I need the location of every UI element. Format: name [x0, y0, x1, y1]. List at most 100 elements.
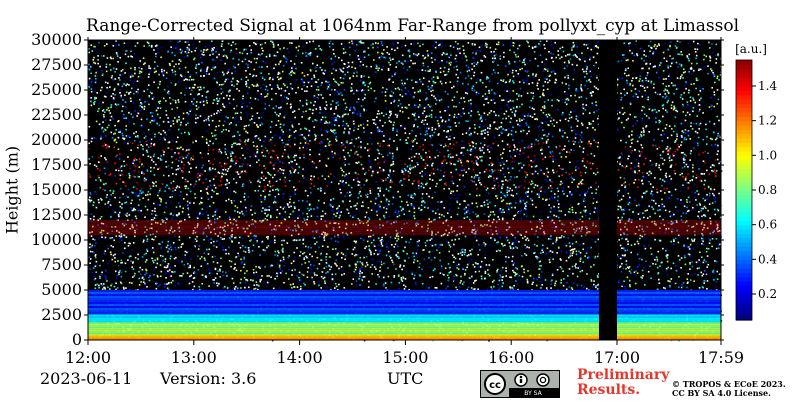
heatmap-noise-cell — [716, 146, 718, 149]
heatmap-noise-cell — [120, 96, 122, 98]
heatmap-noise-cell — [705, 55, 707, 58]
heatmap-noise-cell — [415, 281, 417, 284]
heatmap-noise-cell — [671, 61, 674, 64]
heatmap-noise-cell — [320, 118, 323, 121]
heatmap-noise-cell — [263, 280, 265, 283]
heatmap-noise-cell — [542, 92, 544, 95]
heatmap-noise-cell — [368, 155, 370, 157]
heatmap-noise-cell — [500, 153, 502, 156]
heatmap-noise-cell — [165, 229, 168, 232]
heatmap-noise-cell — [305, 139, 308, 142]
heatmap-noise-cell — [199, 172, 202, 175]
heatmap-noise-cell — [227, 71, 230, 73]
heatmap-noise-cell — [256, 57, 258, 60]
heatmap-noise-cell — [214, 129, 217, 132]
heatmap-noise-cell — [469, 153, 472, 156]
heatmap-noise-cell — [153, 71, 156, 74]
heatmap-noise-cell — [271, 136, 274, 139]
heatmap-noise-cell — [359, 115, 362, 117]
heatmap-noise-cell — [186, 49, 188, 51]
heatmap-noise-cell — [119, 196, 121, 199]
heatmap-noise-cell — [544, 47, 546, 50]
heatmap-noise-cell — [166, 265, 169, 267]
heatmap-noise-cell — [242, 266, 245, 268]
heatmap-noise-cell — [632, 171, 635, 173]
heatmap-noise-cell — [118, 211, 121, 214]
heatmap-noise-cell — [488, 112, 491, 114]
heatmap-noise-cell — [187, 207, 189, 209]
heatmap-noise-cell — [533, 155, 536, 157]
heatmap-noise-cell — [120, 271, 123, 274]
heatmap-noise-cell — [651, 106, 654, 108]
heatmap-noise-cell — [505, 160, 508, 162]
heatmap-noise-cell — [285, 57, 287, 60]
heatmap-noise-cell — [468, 167, 470, 170]
heatmap-noise-cell — [181, 243, 183, 246]
heatmap-noise-cell — [249, 119, 251, 121]
heatmap-noise-cell — [462, 82, 464, 85]
heatmap-noise-cell — [582, 157, 585, 160]
heatmap-noise-cell — [93, 252, 95, 254]
heatmap-noise-cell — [355, 44, 358, 46]
heatmap-noise-cell — [512, 100, 514, 102]
heatmap-noise-cell — [285, 272, 287, 275]
heatmap-noise-cell — [143, 177, 146, 180]
heatmap-noise-cell — [675, 138, 678, 140]
heatmap-noise-cell — [506, 210, 509, 213]
heatmap-noise-cell — [222, 105, 225, 107]
heatmap-noise-cell — [712, 271, 715, 274]
heatmap-noise-cell — [523, 268, 525, 271]
heatmap-noise-cell — [503, 56, 505, 58]
heatmap-noise-cell — [327, 175, 330, 178]
heatmap-noise-cell — [324, 282, 326, 284]
heatmap-noise-cell — [228, 216, 231, 219]
heatmap-noise-cell — [410, 43, 412, 45]
heatmap-noise-cell — [133, 139, 136, 142]
heatmap-noise-cell — [218, 151, 220, 153]
heatmap-noise-cell — [521, 61, 524, 64]
heatmap-noise-cell — [670, 104, 673, 107]
heatmap-noise-cell — [710, 188, 712, 191]
heatmap-noise-cell — [185, 149, 188, 151]
heatmap-noise-cell — [460, 226, 463, 228]
heatmap-noise-cell — [690, 191, 693, 193]
heatmap-noise-cell — [239, 143, 241, 146]
heatmap-noise-cell — [269, 185, 272, 188]
heatmap-noise-cell — [152, 185, 155, 187]
heatmap-noise-cell — [395, 209, 398, 212]
heatmap-noise-cell — [663, 205, 666, 208]
heatmap-noise-cell — [214, 283, 217, 286]
heatmap-noise-cell — [447, 149, 449, 152]
heatmap-noise-cell — [128, 214, 131, 216]
heatmap-noise-cell — [152, 261, 155, 264]
heatmap-noise-cell — [518, 44, 521, 47]
heatmap-noise-cell — [307, 194, 309, 197]
heatmap-noise-cell — [379, 224, 381, 226]
heatmap-noise-cell — [644, 247, 647, 250]
heatmap-noise-cell — [458, 178, 461, 181]
heatmap-noise-cell — [314, 119, 316, 121]
heatmap-noise-cell — [480, 142, 482, 145]
heatmap-noise-cell — [356, 225, 359, 227]
heatmap-noise-cell — [686, 101, 689, 103]
heatmap-noise-cell — [590, 280, 593, 282]
heatmap-noise-cell — [302, 239, 304, 241]
heatmap-noise-cell — [465, 171, 467, 173]
heatmap-noise-cell — [715, 281, 718, 283]
heatmap-noise-cell — [379, 227, 381, 229]
heatmap-noise-cell — [340, 167, 342, 169]
heatmap-noise-cell — [632, 125, 634, 127]
heatmap-noise-cell — [400, 124, 402, 127]
heatmap-noise-cell — [705, 273, 708, 276]
heatmap-noise-cell — [478, 149, 481, 151]
heatmap-noise-cell — [359, 65, 361, 67]
heatmap-noise-cell — [671, 101, 674, 104]
heatmap-noise-cell — [282, 142, 284, 144]
heatmap-noise-cell — [369, 166, 372, 168]
heatmap-noise-cell — [507, 100, 510, 103]
heatmap-noise-cell — [261, 53, 263, 55]
heatmap-noise-cell — [372, 118, 374, 121]
heatmap-noise-cell — [485, 42, 487, 45]
heatmap-noise-cell — [626, 234, 629, 236]
heatmap-noise-cell — [401, 268, 403, 271]
